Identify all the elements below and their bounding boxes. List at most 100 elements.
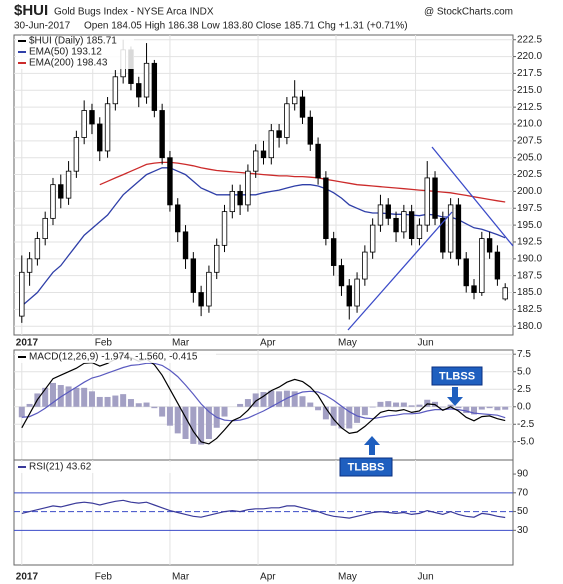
y-tick-label: 195.0 [517, 220, 542, 231]
candle-body [362, 251, 368, 280]
histogram-bar [190, 406, 197, 444]
histogram-bar [471, 406, 478, 415]
candle-body [354, 278, 360, 307]
y-tick-label: 212.5 [517, 102, 542, 113]
y-tick-label: 5.0 [517, 366, 531, 377]
candle-body [198, 292, 204, 307]
histogram-bar [385, 401, 392, 407]
candle-body [424, 177, 430, 226]
x-tick-label: 2017 [16, 572, 39, 583]
chart-title: $HUI [14, 2, 48, 19]
y-tick-label: -2.5 [517, 419, 535, 430]
candle-body [143, 62, 150, 98]
candle-body [432, 177, 438, 219]
x-tick-label: Jun [418, 572, 434, 583]
histogram-bar [26, 403, 33, 407]
trend-line [347, 211, 453, 331]
x-tick-label: Mar [172, 572, 190, 583]
y-tick-label: 205.0 [517, 152, 542, 163]
candle-body [323, 177, 329, 239]
candle-body [416, 224, 423, 239]
y-tick-label: 192.5 [517, 237, 542, 248]
candle-body [486, 238, 493, 253]
histogram-bar [463, 406, 470, 414]
histogram-bar [424, 399, 431, 407]
x-tick-label: Feb [95, 338, 113, 349]
candle-body [502, 287, 508, 300]
legend-label: EMA(200) 198.43 [29, 58, 108, 69]
histogram-bar [18, 406, 25, 418]
candle-body [42, 217, 48, 239]
candle-body [369, 224, 376, 253]
date: 30-Jun-2017 [14, 21, 71, 32]
candle-body [97, 123, 103, 152]
histogram-bar [151, 406, 158, 409]
candle-body [315, 143, 321, 179]
candle-body [167, 157, 173, 206]
histogram-bar [494, 406, 501, 411]
candle-body [299, 96, 306, 118]
candle-body [479, 238, 485, 293]
candle-body [455, 204, 462, 260]
y-tick-label: 210.0 [517, 119, 542, 130]
candle-body [73, 137, 80, 172]
annotation: TLBBS [348, 461, 385, 473]
histogram-bar [174, 406, 181, 434]
histogram-bar [65, 386, 72, 407]
y-tick-label: 197.5 [517, 203, 542, 214]
histogram-bar [322, 406, 329, 420]
histogram-bar [455, 406, 462, 409]
candle-body [50, 184, 56, 219]
panel-title: RSI(21) 43.62 [29, 462, 92, 473]
histogram-bar [393, 402, 400, 407]
legend-label: EMA(50) 193.12 [29, 47, 102, 58]
candle-body [401, 211, 407, 233]
annotation-box [431, 366, 483, 386]
histogram-bar [416, 404, 423, 407]
x-tick-label: Apr [260, 572, 276, 583]
candle-body [190, 258, 197, 293]
y-tick-label: 185.0 [517, 287, 542, 298]
series-line [21, 354, 506, 445]
histogram-bar [96, 396, 103, 407]
source: @ StockCharts.com [424, 7, 513, 18]
candle-body [229, 191, 236, 213]
legend-bg [16, 47, 134, 58]
candle-body [463, 258, 469, 287]
chart-subtitle: Gold Bugs Index - NYSE Arca INDX [54, 7, 214, 18]
candle-body [307, 116, 313, 145]
legend-bg [16, 36, 134, 47]
histogram-bar [159, 406, 166, 417]
histogram-bar [166, 406, 173, 426]
y-tick-label: 7.5 [517, 349, 531, 360]
y-tick-label: 70 [517, 487, 529, 498]
candle-body [221, 211, 228, 246]
histogram-bar [57, 385, 64, 407]
candle-body [245, 170, 251, 206]
candle-body [136, 83, 142, 98]
candle-body [34, 238, 41, 260]
panel [13, 34, 514, 336]
candle-body [253, 150, 259, 172]
histogram-bar [330, 406, 337, 426]
histogram-bar [439, 406, 446, 408]
histogram-bar [361, 406, 368, 416]
candle-body [237, 191, 243, 206]
histogram-bar [42, 387, 49, 407]
histogram-bar [205, 406, 212, 439]
y-tick-label: 50 [517, 506, 529, 517]
histogram-bar [291, 391, 298, 407]
histogram-bar [502, 406, 509, 410]
histogram-bar [260, 392, 267, 407]
candle-body [19, 271, 25, 317]
x-tick-label: Feb [95, 572, 113, 583]
candle-body [159, 110, 165, 159]
quote: Open 184.05 High 186.38 Low 183.80 Close… [84, 21, 408, 32]
series-line [21, 362, 506, 422]
candle-body [112, 76, 119, 105]
candle-body [89, 110, 95, 125]
legend-bg [16, 352, 216, 363]
candle-body [471, 285, 477, 293]
candle-body [346, 285, 352, 307]
